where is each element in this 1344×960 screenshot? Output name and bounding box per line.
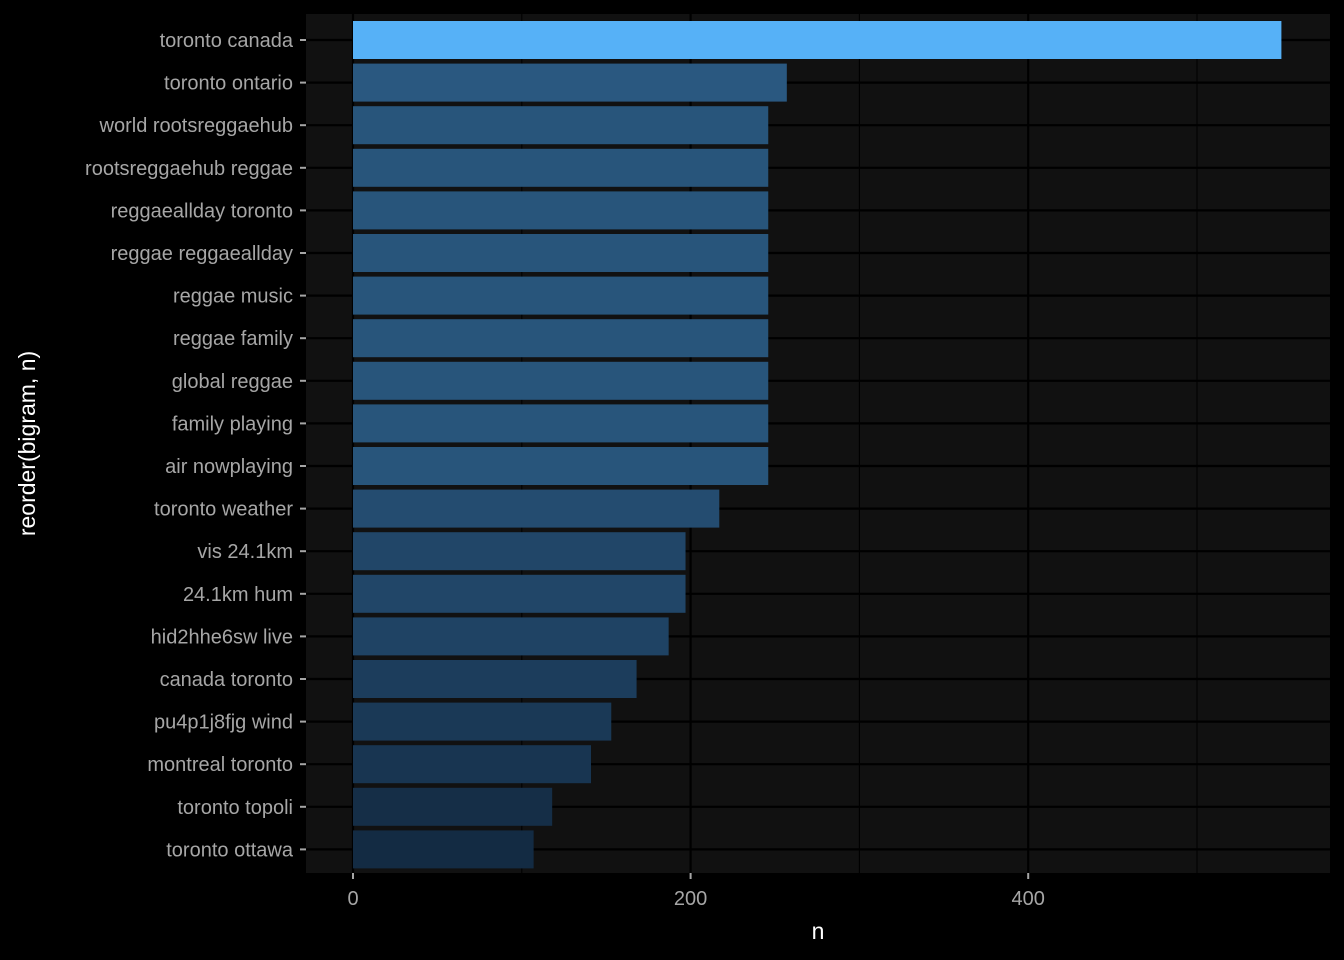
- bar: [353, 787, 553, 826]
- y-tick-label: montreal toronto: [147, 754, 293, 776]
- bar: [353, 319, 769, 358]
- bar: [353, 191, 769, 230]
- x-axis-title: n: [812, 918, 825, 944]
- y-tick-label: vis 24.1km: [197, 541, 293, 563]
- bars: [353, 21, 1282, 869]
- y-tick-label: world rootsreggaehub: [99, 115, 293, 137]
- y-tick-label: reggaeallday toronto: [111, 200, 293, 222]
- y-tick-label: family playing: [172, 413, 293, 435]
- bar: [353, 574, 686, 613]
- bar: [353, 106, 769, 145]
- y-tick-label: toronto ontario: [164, 73, 293, 95]
- bar: [353, 148, 769, 187]
- x-tick-label: 400: [1012, 888, 1045, 910]
- y-tick-label: reggae music: [173, 286, 293, 308]
- x-axis: 0 200 400: [347, 873, 1045, 910]
- y-tick-label: reggae family: [173, 328, 293, 350]
- x-tick-label: 0: [347, 888, 358, 910]
- y-tick-label: toronto ottawa: [166, 839, 294, 861]
- y-tick-label: reggae reggaeallday: [111, 243, 293, 265]
- bar: [353, 617, 669, 656]
- bar: [353, 447, 769, 485]
- y-tick-label: air nowplaying: [165, 456, 293, 478]
- bar: [353, 276, 769, 315]
- bar: [353, 532, 686, 571]
- x-tick-label: 200: [674, 888, 707, 910]
- y-tick-label: canada toronto: [160, 669, 293, 691]
- y-tick-label: toronto topoli: [177, 797, 293, 819]
- y-axis: toronto canada toronto ontario world roots…: [85, 30, 306, 861]
- bar: [353, 63, 787, 102]
- y-tick-label: toronto canada: [160, 30, 294, 52]
- bar: [353, 234, 769, 272]
- bar: [353, 702, 612, 741]
- y-tick-label: pu4p1j8fjg wind: [154, 712, 293, 734]
- y-tick-label: 24.1km hum: [183, 584, 293, 606]
- y-tick-label: hid2hhe6sw live: [151, 626, 293, 648]
- bar: [353, 660, 637, 698]
- y-tick-label: global reggae: [172, 371, 293, 393]
- bar: [353, 489, 720, 528]
- y-tick-label: toronto weather: [154, 499, 293, 521]
- bar: [353, 830, 534, 869]
- bar: [353, 745, 592, 784]
- bar: [353, 21, 1282, 59]
- bar: [353, 361, 769, 400]
- y-tick-label: rootsreggaehub reggae: [85, 158, 293, 180]
- y-axis-title: reorder(bigram, n): [14, 351, 40, 536]
- bar: [353, 404, 769, 443]
